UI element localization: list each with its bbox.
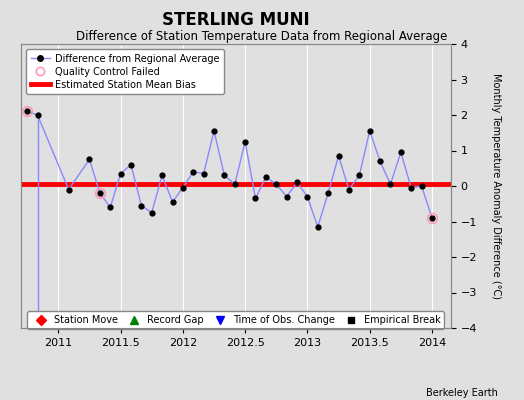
Legend: Station Move, Record Gap, Time of Obs. Change, Empirical Break: Station Move, Record Gap, Time of Obs. C… [27, 311, 444, 329]
Text: Berkeley Earth: Berkeley Earth [426, 388, 498, 398]
Y-axis label: Monthly Temperature Anomaly Difference (°C): Monthly Temperature Anomaly Difference (… [491, 73, 501, 299]
Text: Difference of Station Temperature Data from Regional Average: Difference of Station Temperature Data f… [77, 30, 447, 43]
Title: STERLING MUNI: STERLING MUNI [162, 10, 310, 28]
